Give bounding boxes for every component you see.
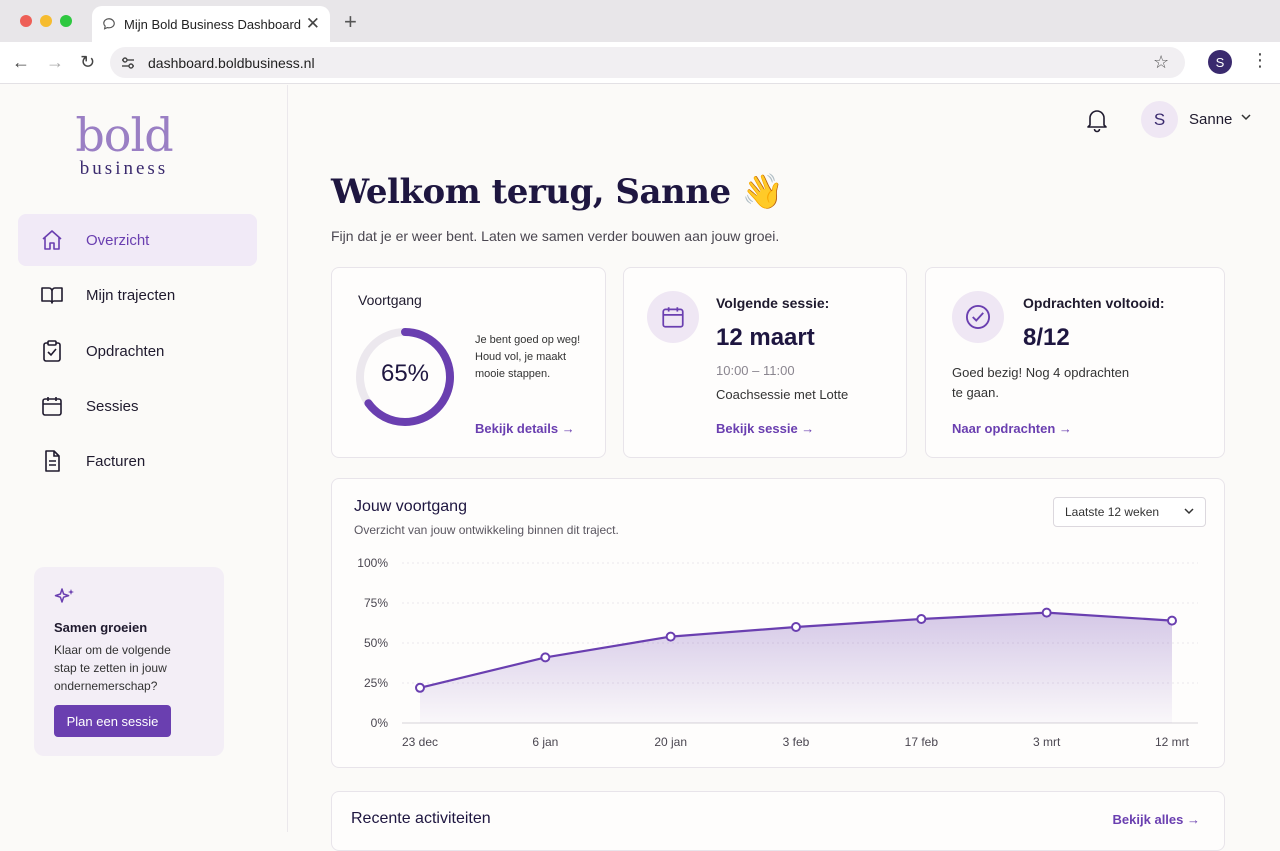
user-name[interactable]: Sanne bbox=[1189, 111, 1233, 128]
assignments-label: Opdrachten voltooid: bbox=[1023, 295, 1165, 311]
range-select-value: Laatste 12 weken bbox=[1065, 505, 1160, 519]
promo-title: Samen groeien bbox=[54, 620, 148, 635]
url-input[interactable]: dashboard.boldbusiness.nl bbox=[110, 47, 1185, 78]
url-text: dashboard.boldbusiness.nl bbox=[148, 54, 315, 71]
sidebar-item-label: Facturen bbox=[86, 452, 146, 470]
assignments-text: Goed bezig! Nog 4 opdrachten te gaan. bbox=[952, 365, 1130, 400]
assignments-icon-circle bbox=[952, 291, 1004, 343]
recent-activities-card: Recente activiteiten Bekijk alles → bbox=[331, 791, 1225, 851]
chart-subtitle: Overzicht van jouw ontwikkeling binnen d… bbox=[354, 523, 619, 537]
sidebar-item-label: Sessies bbox=[86, 397, 139, 415]
progress-label: Voortgang bbox=[358, 292, 422, 308]
browser-tab-bar: Mijn Bold Business Dashboard ✕ + bbox=[0, 0, 1280, 42]
promo-card: Samen groeien Klaar om de volgende stap … bbox=[34, 567, 224, 756]
session-date: 12 maart bbox=[716, 324, 815, 351]
data-point bbox=[415, 682, 425, 693]
page-title: Welkom terug, Sanne 👋 bbox=[331, 172, 784, 212]
data-point bbox=[540, 652, 551, 663]
x-tick-label: 6 jan bbox=[532, 735, 558, 749]
data-point bbox=[1167, 615, 1177, 626]
chevron-down-icon[interactable] bbox=[1240, 112, 1252, 122]
logo-word-business: business bbox=[79, 158, 169, 179]
sidebar-item-label: Overzicht bbox=[86, 231, 150, 249]
sidebar-item-opdrachten[interactable]: Opdrachten bbox=[18, 325, 257, 377]
session-description: Coachsessie met Lotte bbox=[716, 387, 849, 402]
calendar-icon bbox=[42, 397, 62, 416]
y-tick-label: 25% bbox=[364, 676, 388, 690]
reload-icon[interactable]: ↻ bbox=[80, 52, 96, 72]
session-icon-circle bbox=[647, 291, 699, 343]
area-fill bbox=[420, 612, 1172, 723]
x-tick-label: 3 feb bbox=[783, 735, 810, 749]
window-minimize-dot[interactable] bbox=[40, 15, 52, 27]
check-circle-icon bbox=[965, 304, 991, 330]
progress-text: Je bent goed op weg! Houd vol, je maakt … bbox=[475, 334, 581, 380]
chevron-down-icon bbox=[1184, 508, 1194, 515]
data-point bbox=[916, 614, 927, 624]
calendar-icon bbox=[662, 307, 684, 328]
avatar[interactable]: S bbox=[1141, 101, 1178, 138]
back-icon[interactable]: ← bbox=[12, 52, 30, 72]
forward-icon[interactable]: → bbox=[46, 52, 64, 72]
x-tick-label: 23 dec bbox=[402, 735, 438, 749]
sidebar-item-mijn-trajecten[interactable]: Mijn trajecten bbox=[18, 269, 257, 321]
y-tick-label: 100% bbox=[357, 556, 388, 570]
sidebar-item-facturen[interactable]: Facturen bbox=[18, 435, 257, 487]
plan-session-button[interactable]: Plan een sessie bbox=[54, 705, 171, 737]
window-close-dot[interactable] bbox=[20, 15, 32, 27]
data-point bbox=[1041, 607, 1052, 618]
sidebar-item-overzicht[interactable]: Overzicht bbox=[18, 214, 257, 266]
sparkle-icon bbox=[54, 588, 74, 603]
data-point bbox=[791, 622, 801, 632]
browser-menu-icon[interactable]: ⋮ bbox=[1251, 50, 1269, 70]
window-maximize-dot[interactable] bbox=[60, 15, 72, 27]
sidebar: bold business Overzicht Mijn trajecten O… bbox=[0, 85, 288, 832]
home-icon bbox=[42, 230, 62, 250]
progress-card: Voortgang 65% Je bent goed op weg! Houd … bbox=[331, 267, 606, 458]
view-session-link[interactable]: Bekijk sessie → bbox=[716, 421, 815, 436]
session-card: Volgende sessie: 12 maart 10:00 – 11:00 … bbox=[623, 267, 907, 458]
tab-close-icon[interactable]: ✕ bbox=[305, 14, 320, 33]
progress-ring bbox=[356, 328, 454, 426]
assignments-count: 8/12 bbox=[1023, 324, 1070, 351]
bell-icon[interactable] bbox=[1085, 107, 1109, 133]
data-point bbox=[665, 631, 676, 642]
logo-word-bold: bold bbox=[75, 108, 173, 162]
progress-percent: 65% bbox=[380, 360, 430, 387]
tab-title: Mijn Bold Business Dashboard bbox=[124, 16, 302, 32]
x-tick-label: 3 mrt bbox=[1033, 735, 1061, 749]
page-subtitle: Fijn dat je er weer bent. Laten we samen… bbox=[331, 228, 780, 244]
book-icon bbox=[41, 287, 63, 304]
view-all-link[interactable]: Bekijk alles → bbox=[1112, 812, 1200, 827]
view-details-link[interactable]: Bekijk details → bbox=[475, 421, 575, 436]
new-tab-icon[interactable]: + bbox=[344, 9, 357, 34]
logo[interactable]: bold business bbox=[70, 111, 178, 179]
assignments-card: Opdrachten voltooid: 8/12 Goed bezig! No… bbox=[925, 267, 1225, 458]
site-settings-icon[interactable] bbox=[120, 56, 136, 70]
session-time: 10:00 – 11:00 bbox=[716, 363, 795, 378]
progress-area-chart: 100% 75% 50% 25% 0% 23 dec 6 jan 20 jan 3 feb 17 … bbox=[357, 556, 1198, 749]
chart-title: Jouw voortgang bbox=[354, 498, 467, 515]
x-tick-label: 12 mrt bbox=[1155, 735, 1190, 749]
browser-tab[interactable]: Mijn Bold Business Dashboard ✕ bbox=[92, 6, 330, 42]
y-tick-label: 75% bbox=[364, 596, 388, 610]
browser-profile-avatar[interactable]: S bbox=[1208, 50, 1232, 74]
document-icon bbox=[45, 450, 60, 472]
promo-text: Klaar om de volgende stap te zetten in j… bbox=[54, 643, 171, 693]
sidebar-item-label: Opdrachten bbox=[86, 342, 165, 360]
sidebar-item-sessies[interactable]: Sessies bbox=[18, 380, 257, 432]
x-tick-label: 20 jan bbox=[654, 735, 687, 749]
go-to-assignments-link[interactable]: Naar opdrachten → bbox=[952, 421, 1072, 436]
recent-title: Recente activiteiten bbox=[351, 810, 491, 827]
y-tick-label: 50% bbox=[364, 636, 388, 650]
session-label: Volgende sessie: bbox=[716, 295, 830, 311]
range-select[interactable]: Laatste 12 weken bbox=[1053, 497, 1206, 527]
sidebar-item-label: Mijn trajecten bbox=[86, 286, 176, 304]
bookmark-star-icon[interactable]: ☆ bbox=[1153, 52, 1170, 72]
progress-chart-card: Jouw voortgang Overzicht van jouw ontwik… bbox=[331, 478, 1225, 768]
x-tick-label: 17 feb bbox=[905, 735, 939, 749]
y-tick-label: 0% bbox=[371, 716, 389, 730]
chat-bubble-icon bbox=[103, 18, 115, 30]
clipboard-check-icon bbox=[43, 340, 61, 362]
